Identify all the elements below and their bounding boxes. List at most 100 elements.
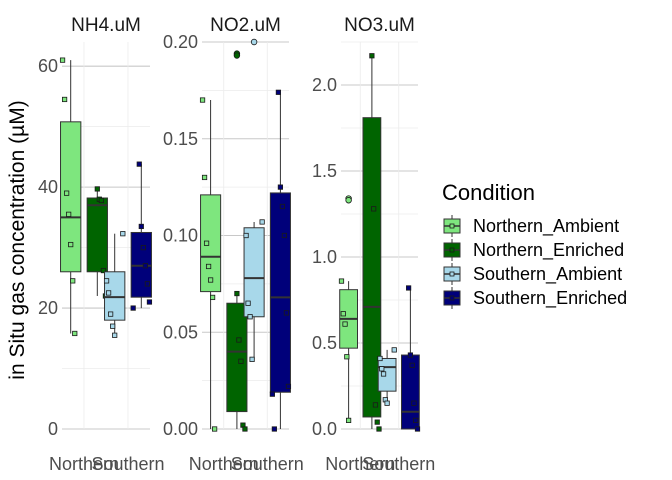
x-tick-label: Southern: [362, 454, 435, 474]
y-tick-label: 2.0: [312, 75, 337, 95]
legend: Condition Northern_Ambient Northern_Enric…: [442, 180, 627, 309]
box-body: [104, 271, 126, 321]
box-Southern_Enriched: [130, 161, 153, 311]
data-point: [144, 281, 151, 287]
y-tick-label: 40: [38, 177, 58, 197]
legend-point: [449, 247, 455, 253]
box-Northern_Ambient: [59, 57, 82, 337]
box-body: [243, 227, 265, 318]
data-point: [70, 278, 76, 284]
data-point: [344, 354, 350, 360]
data-point: [391, 347, 397, 353]
x-tick-label: Northern: [189, 454, 259, 474]
y-axis-title: in Situ gas concentration (µM): [6, 100, 29, 379]
x-tick-label: Northern: [325, 454, 395, 474]
data-point: [281, 232, 288, 239]
y-tick-label: 1.5: [312, 161, 337, 181]
data-point: [346, 417, 352, 424]
y-tick-label: 0.15: [163, 129, 198, 149]
data-point: [112, 332, 118, 338]
data-point: [105, 290, 112, 296]
data-point: [142, 263, 148, 269]
data-point: [199, 97, 206, 103]
data-point: [369, 53, 375, 59]
legend-title: Condition: [442, 180, 535, 205]
data-point: [212, 426, 218, 432]
box-body: [377, 357, 397, 392]
data-point: [285, 383, 292, 390]
outlier-point: [250, 38, 258, 46]
legend-label: Northern_Ambient: [473, 216, 619, 237]
data-point: [98, 197, 104, 204]
data-point: [377, 355, 383, 362]
box-body: [60, 121, 82, 273]
data-point: [372, 402, 379, 408]
legend-key-Northern_Enriched: [443, 239, 461, 261]
data-point: [203, 240, 210, 246]
data-point: [279, 203, 286, 210]
box-body: [226, 302, 248, 413]
data-point: [243, 232, 249, 239]
data-point: [201, 174, 208, 181]
data-point: [338, 278, 345, 284]
data-point: [236, 337, 242, 343]
data-point: [64, 190, 70, 196]
data-point: [103, 278, 110, 284]
y-tick-label: 0.10: [163, 226, 198, 246]
data-point: [136, 161, 142, 167]
data-point: [407, 352, 413, 358]
data-point: [275, 89, 281, 95]
legend-point: [449, 271, 455, 277]
box-Northern_Enriched: [362, 53, 382, 432]
box-body: [269, 192, 291, 393]
box-body: [86, 197, 108, 273]
facet-panels: 0204060NH4.uMNorthernSouthern0.000.050.1…: [38, 15, 435, 474]
data-point: [94, 186, 100, 192]
data-point: [59, 57, 66, 63]
box-Southern_Enriched: [269, 89, 292, 432]
data-point: [379, 366, 385, 372]
box-Northern_Ambient: [199, 97, 222, 432]
box-Southern_Ambient: [103, 231, 126, 338]
data-point: [342, 321, 348, 327]
legend-label: Southern_Ambient: [473, 264, 622, 285]
legend-key-Southern_Ambient: [443, 263, 461, 285]
data-point: [100, 267, 107, 274]
data-point: [411, 400, 417, 406]
data-point: [340, 311, 346, 317]
data-point: [384, 400, 390, 406]
data-point: [269, 391, 275, 397]
data-point: [376, 426, 382, 432]
data-point: [140, 244, 146, 251]
y-tick-label: 0: [48, 419, 58, 439]
box-body: [362, 117, 382, 418]
y-tick-label: 0.0: [312, 419, 337, 439]
data-point: [138, 223, 144, 230]
facet-label: NH4.uM: [71, 15, 141, 36]
legend-label: Southern_Enriched: [473, 288, 627, 309]
box-Northern_Ambient: [338, 195, 359, 424]
data-point: [146, 299, 153, 305]
data-point: [371, 206, 377, 212]
outlier-point: [233, 52, 241, 59]
data-point: [66, 211, 72, 217]
box-Southern_Ambient: [243, 38, 265, 362]
data-point: [72, 330, 78, 337]
legend-key-Northern_Ambient: [443, 215, 461, 237]
data-point: [406, 285, 412, 291]
data-point: [283, 310, 290, 316]
box-Northern_Enriched: [226, 50, 248, 432]
y-tick-label: 0.20: [163, 32, 198, 52]
data-point: [61, 96, 68, 103]
x-tick-label: Southern: [91, 454, 164, 474]
data-point: [108, 311, 114, 317]
data-point: [277, 184, 284, 190]
data-point: [413, 417, 419, 424]
data-point: [414, 426, 421, 432]
data-point: [207, 277, 214, 283]
legend-key-Southern_Enriched: [443, 287, 461, 309]
y-tick-label: 0.5: [312, 333, 337, 353]
data-point: [68, 241, 74, 248]
